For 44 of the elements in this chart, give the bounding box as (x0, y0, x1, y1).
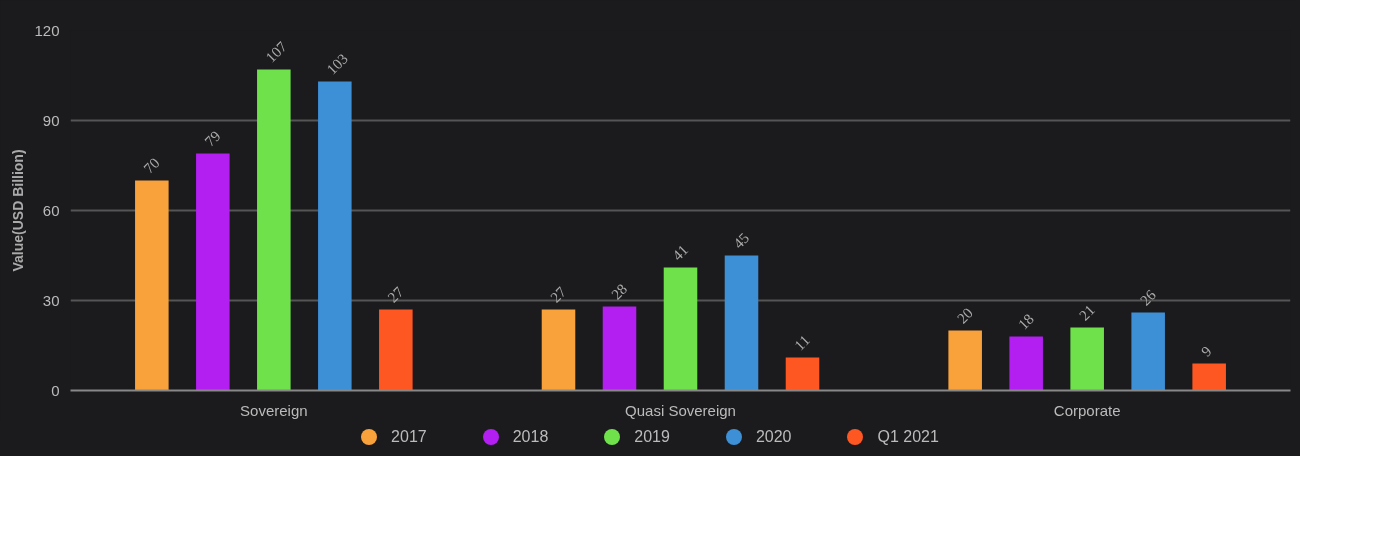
data-label: 20 (953, 304, 976, 327)
x-tick-label: Sovereign (240, 401, 308, 419)
y-axis-title: Value(USD Billion) (10, 149, 27, 272)
bar (318, 81, 352, 391)
bar (1131, 312, 1165, 391)
bar (785, 357, 820, 391)
data-label: 107 (262, 38, 291, 66)
bar (724, 255, 759, 391)
x-tick-label: Quasi Sovereign (625, 401, 736, 419)
data-label: 45 (730, 229, 753, 252)
data-label: 18 (1014, 310, 1037, 333)
x-tick-label: Corporate (1053, 401, 1121, 419)
legend-label: 2020 (755, 427, 792, 447)
bar (602, 306, 637, 391)
bar (135, 180, 169, 391)
bar (1070, 327, 1104, 391)
bar (1009, 336, 1043, 391)
data-label: 21 (1075, 301, 1098, 324)
data-label: 9 (1197, 343, 1215, 360)
data-label: 11 (791, 332, 813, 354)
bar (196, 153, 230, 391)
legend-label: 2019 (634, 427, 670, 447)
bar (257, 69, 291, 391)
legend-label: 2017 (391, 427, 427, 447)
bar (541, 309, 576, 391)
y-tick-label: 60 (42, 201, 60, 219)
bar (1192, 363, 1226, 391)
bar (948, 330, 982, 391)
legend-label: Q1 2021 (877, 427, 939, 447)
legend-label: 2018 (512, 427, 549, 447)
data-label: 70 (140, 154, 163, 177)
data-label: 26 (1136, 286, 1160, 309)
data-label: 79 (201, 127, 224, 150)
data-label: 27 (547, 283, 570, 306)
data-label: 41 (669, 241, 692, 264)
data-label: 28 (608, 280, 631, 303)
y-tick-label: 90 (42, 111, 60, 129)
data-label: 103 (323, 50, 351, 78)
y-tick-label: 120 (34, 21, 60, 39)
y-tick-label: 0 (51, 381, 60, 399)
data-label: 27 (384, 283, 407, 306)
bar (663, 267, 698, 391)
bar (379, 309, 413, 391)
y-tick-label: 30 (42, 291, 60, 309)
